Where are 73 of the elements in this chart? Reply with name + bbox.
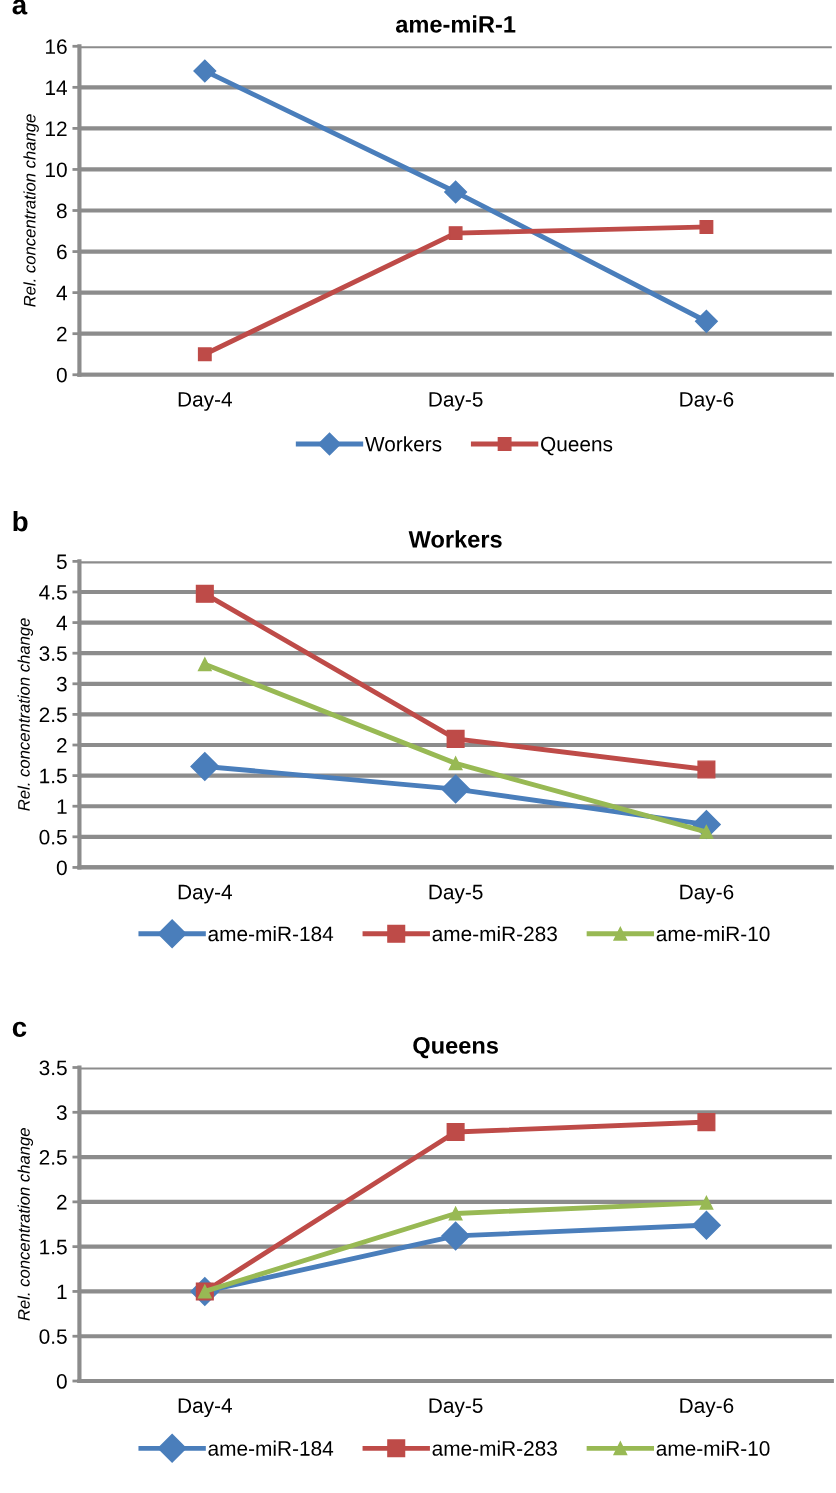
x-tick-label: Day-5 xyxy=(429,1398,483,1418)
point xyxy=(691,1210,721,1240)
y-tick-label: 2 xyxy=(57,1194,67,1210)
y-tick-label: 4 xyxy=(56,285,68,301)
x-tick-label: Day-6 xyxy=(680,391,734,411)
chart-title: Workers xyxy=(408,530,502,548)
point xyxy=(699,219,714,234)
y-tick-label: 2 xyxy=(57,738,67,753)
y-tick-label: 4.5 xyxy=(39,585,67,600)
x-tick-label: Day-5 xyxy=(429,392,483,411)
y-axis-title: Rel. concentration change xyxy=(17,618,34,811)
y-tick-label: 1 xyxy=(57,799,67,814)
y-tick-label: 1.5 xyxy=(40,1239,67,1255)
y-tick-label: 0.5 xyxy=(39,1329,67,1344)
x-tick-label: Day-4 xyxy=(178,1398,232,1418)
y-tick-label: 0 xyxy=(56,367,67,383)
point xyxy=(441,1221,471,1251)
chart-title: ame-miR-1 xyxy=(395,15,516,33)
text: a xyxy=(12,0,28,15)
legend-label: Workers xyxy=(365,436,442,452)
x-tick-label: Day-6 xyxy=(680,884,734,904)
point xyxy=(197,657,212,672)
point xyxy=(448,1206,463,1221)
y-tick-label: 2.5 xyxy=(39,1150,67,1165)
y-tick-label: 3.5 xyxy=(39,1060,67,1076)
y-axis-title: Rel. concentration change xyxy=(17,1128,34,1321)
legend-label: ame-miR-184 xyxy=(208,1440,334,1456)
legend-label: ame-miR-184 xyxy=(208,925,334,942)
y-tick-label: 3 xyxy=(56,1105,67,1121)
point xyxy=(190,751,220,781)
y-tick-label: 5 xyxy=(56,554,67,570)
legend-label: ame-miR-10 xyxy=(656,925,770,942)
x-tick-label: Day-4 xyxy=(178,884,232,904)
point xyxy=(699,1195,714,1210)
chart-title: Queens xyxy=(413,1037,498,1059)
y-tick-label: 0 xyxy=(56,1374,67,1389)
point xyxy=(197,347,212,362)
point xyxy=(193,59,217,83)
point xyxy=(448,226,463,241)
y-tick-label: 14 xyxy=(46,80,68,95)
legend-label: Queens xyxy=(541,436,613,456)
point xyxy=(448,756,463,771)
y-axis-title: Rel. concentration change xyxy=(23,114,39,307)
x-tick-label: Day-4 xyxy=(178,392,232,411)
point xyxy=(697,760,716,779)
point xyxy=(195,584,214,603)
y-tick-label: 10 xyxy=(46,162,67,178)
y-tick-label: 3 xyxy=(56,676,67,692)
y-tick-label: 1 xyxy=(57,1284,67,1299)
legend-label: ame-miR-283 xyxy=(432,925,557,942)
y-tick-label: 12 xyxy=(46,121,67,136)
point xyxy=(697,1113,716,1132)
y-tick-label: 3.5 xyxy=(39,646,67,661)
y-tick-label: 8 xyxy=(56,203,67,219)
point xyxy=(694,309,718,333)
point xyxy=(446,729,465,748)
y-tick-label: 16 xyxy=(46,39,67,55)
y-tick-label: 2 xyxy=(57,326,67,342)
legend-label: ame-miR-283 xyxy=(432,1440,557,1456)
y-tick-label: 6 xyxy=(57,244,67,260)
text: b xyxy=(13,510,28,532)
x-tick-label: Day-5 xyxy=(429,884,483,904)
x-tick-label: Day-6 xyxy=(680,1398,734,1418)
point xyxy=(441,774,471,804)
y-tick-label: 2.5 xyxy=(39,707,67,723)
point xyxy=(446,1122,465,1142)
y-tick-label: 1.5 xyxy=(40,768,67,784)
y-tick-label: 0 xyxy=(56,860,67,876)
point xyxy=(444,180,468,204)
legend-label: ame-miR-10 xyxy=(656,1440,770,1456)
y-tick-label: 4 xyxy=(56,615,68,631)
y-tick-label: 0.5 xyxy=(39,829,67,845)
text: c xyxy=(12,1021,27,1037)
